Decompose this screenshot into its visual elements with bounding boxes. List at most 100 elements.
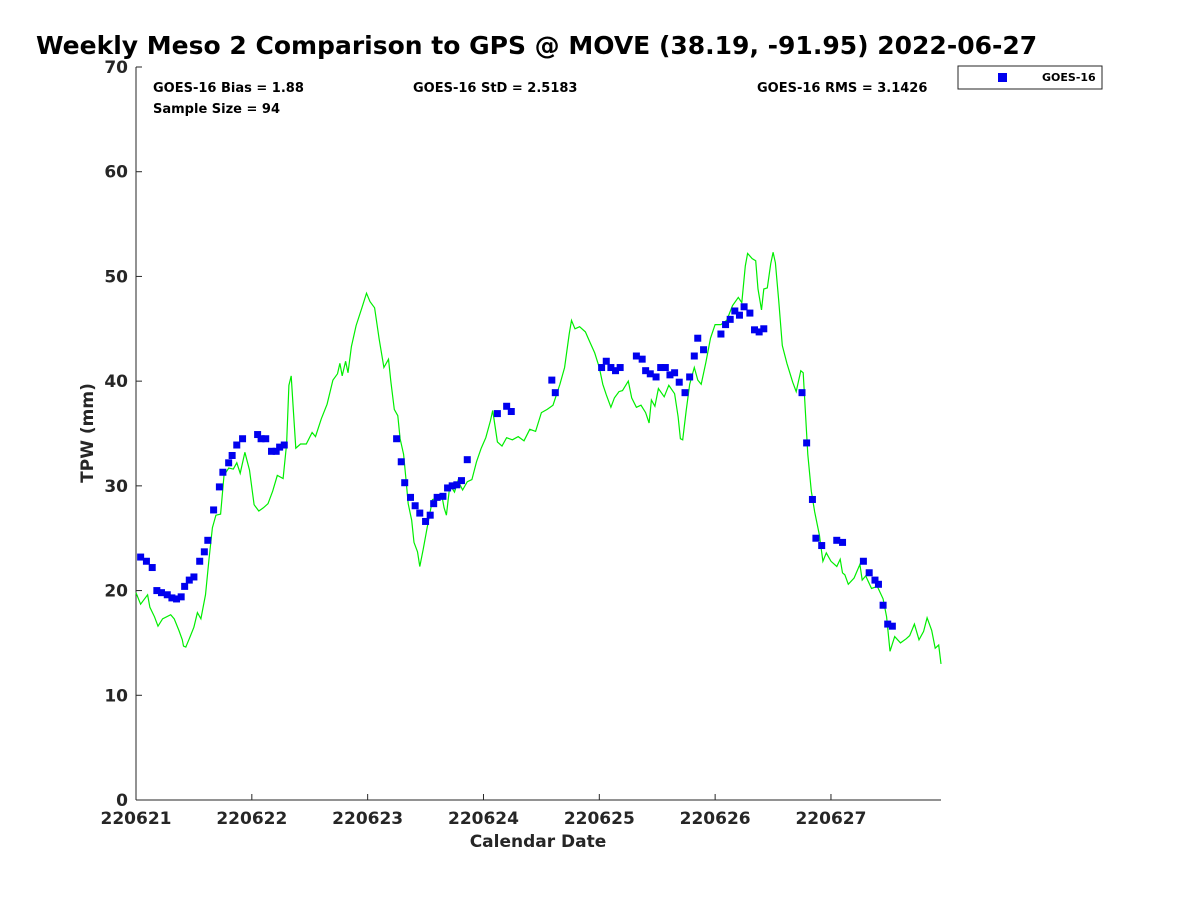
data-point-goes16 bbox=[163, 591, 171, 599]
data-point-goes16 bbox=[493, 410, 501, 418]
x-tick-label: 220626 bbox=[680, 809, 751, 829]
data-point-goes16 bbox=[551, 389, 559, 397]
data-point-goes16 bbox=[157, 589, 165, 597]
series-line-gps bbox=[135, 252, 942, 664]
data-point-goes16 bbox=[276, 443, 284, 451]
data-point-goes16 bbox=[694, 334, 702, 342]
legend-box bbox=[957, 65, 1103, 90]
data-point-goes16 bbox=[401, 479, 409, 487]
data-point-goes16 bbox=[833, 536, 841, 544]
data-point-goes16 bbox=[632, 352, 640, 360]
data-point-goes16 bbox=[717, 330, 725, 338]
x-axis-label: Calendar Date bbox=[470, 832, 607, 852]
y-tick-label: 40 bbox=[104, 372, 128, 392]
data-point-goes16 bbox=[657, 364, 665, 372]
x-tick-label: 220625 bbox=[564, 809, 635, 829]
data-point-goes16 bbox=[397, 458, 405, 466]
data-point-goes16 bbox=[196, 557, 204, 565]
stat-sample-size: Sample Size = 94 bbox=[153, 102, 280, 117]
data-point-goes16 bbox=[731, 307, 739, 315]
x-tick-label: 220621 bbox=[101, 809, 172, 829]
data-point-goes16 bbox=[422, 517, 430, 525]
data-point-goes16 bbox=[272, 447, 280, 455]
y-axis-label: TPW (mm) bbox=[78, 383, 98, 483]
stat-rms: GOES-16 RMS = 3.1426 bbox=[757, 81, 927, 96]
data-point-goes16 bbox=[616, 364, 624, 372]
data-point-goes16 bbox=[239, 435, 247, 443]
x-tick-label: 220624 bbox=[448, 809, 519, 829]
data-point-goes16 bbox=[153, 587, 161, 595]
data-point-goes16 bbox=[690, 352, 698, 360]
data-point-goes16 bbox=[233, 441, 241, 449]
data-point-goes16 bbox=[444, 484, 452, 492]
data-point-goes16 bbox=[879, 601, 887, 609]
data-point-goes16 bbox=[190, 573, 198, 581]
data-point-goes16 bbox=[646, 370, 654, 378]
data-point-goes16 bbox=[507, 408, 515, 416]
data-point-goes16 bbox=[818, 542, 826, 550]
data-point-goes16 bbox=[181, 582, 189, 590]
data-point-goes16 bbox=[548, 376, 556, 384]
data-point-goes16 bbox=[204, 536, 212, 544]
data-point-goes16 bbox=[760, 325, 768, 333]
data-point-goes16 bbox=[185, 576, 193, 584]
y-tick-label: 70 bbox=[104, 58, 128, 78]
data-point-goes16 bbox=[463, 456, 471, 464]
x-tick-label: 220627 bbox=[795, 809, 866, 829]
data-point-goes16 bbox=[416, 509, 424, 517]
data-point-goes16 bbox=[439, 492, 447, 500]
data-point-goes16 bbox=[798, 389, 806, 397]
legend: GOES-16 bbox=[957, 65, 1103, 90]
data-point-goes16 bbox=[652, 373, 660, 381]
stat-std: GOES-16 StD = 2.5183 bbox=[413, 81, 577, 96]
data-point-goes16 bbox=[503, 402, 511, 410]
data-point-goes16 bbox=[137, 553, 145, 561]
data-point-goes16 bbox=[859, 557, 867, 565]
y-ticks: 0 10 20 30 40 50 60 70 bbox=[104, 58, 142, 811]
data-point-goes16 bbox=[411, 502, 419, 510]
data-point-goes16 bbox=[661, 364, 669, 372]
data-point-goes16 bbox=[666, 371, 674, 379]
x-ticks: 220621 220622 220623 220624 220625 220626 2206… bbox=[101, 794, 866, 829]
data-point-goes16 bbox=[612, 367, 620, 375]
data-point-goes16 bbox=[700, 346, 708, 354]
chart-title: Weekly Meso 2 Comparison to GPS @ MOVE (… bbox=[36, 31, 1037, 60]
data-point-goes16 bbox=[884, 620, 892, 628]
data-point-goes16 bbox=[602, 357, 610, 365]
data-point-goes16 bbox=[254, 431, 262, 439]
data-point-goes16 bbox=[751, 326, 759, 334]
data-point-goes16 bbox=[638, 355, 646, 363]
data-point-goes16 bbox=[671, 369, 679, 377]
data-point-goes16 bbox=[686, 373, 694, 381]
data-point-goes16 bbox=[168, 594, 176, 602]
data-point-goes16 bbox=[280, 441, 288, 449]
data-point-goes16 bbox=[735, 311, 743, 319]
data-point-goes16 bbox=[148, 564, 156, 572]
data-point-goes16 bbox=[262, 435, 270, 443]
y-tick-label: 20 bbox=[104, 582, 128, 602]
data-point-goes16 bbox=[433, 493, 441, 501]
data-point-goes16 bbox=[888, 622, 896, 630]
data-point-goes16 bbox=[430, 500, 438, 508]
y-tick-label: 60 bbox=[104, 163, 128, 183]
y-tick-label: 10 bbox=[104, 686, 128, 706]
data-point-goes16 bbox=[219, 468, 227, 476]
data-point-goes16 bbox=[393, 435, 401, 443]
data-point-goes16 bbox=[448, 482, 456, 490]
y-tick-label: 0 bbox=[116, 791, 128, 811]
x-tick-label: 220623 bbox=[332, 809, 403, 829]
data-point-goes16 bbox=[228, 451, 236, 459]
stat-bias: GOES-16 Bias = 1.88 bbox=[153, 81, 304, 96]
data-point-goes16 bbox=[210, 506, 218, 514]
data-point-goes16 bbox=[457, 477, 465, 485]
data-point-goes16 bbox=[215, 483, 223, 491]
data-point-goes16 bbox=[142, 557, 150, 565]
data-point-goes16 bbox=[225, 459, 233, 467]
data-point-goes16 bbox=[874, 580, 882, 588]
data-point-goes16 bbox=[426, 511, 434, 519]
data-point-goes16 bbox=[268, 447, 276, 455]
data-point-goes16 bbox=[740, 303, 748, 311]
data-point-goes16 bbox=[808, 495, 816, 503]
